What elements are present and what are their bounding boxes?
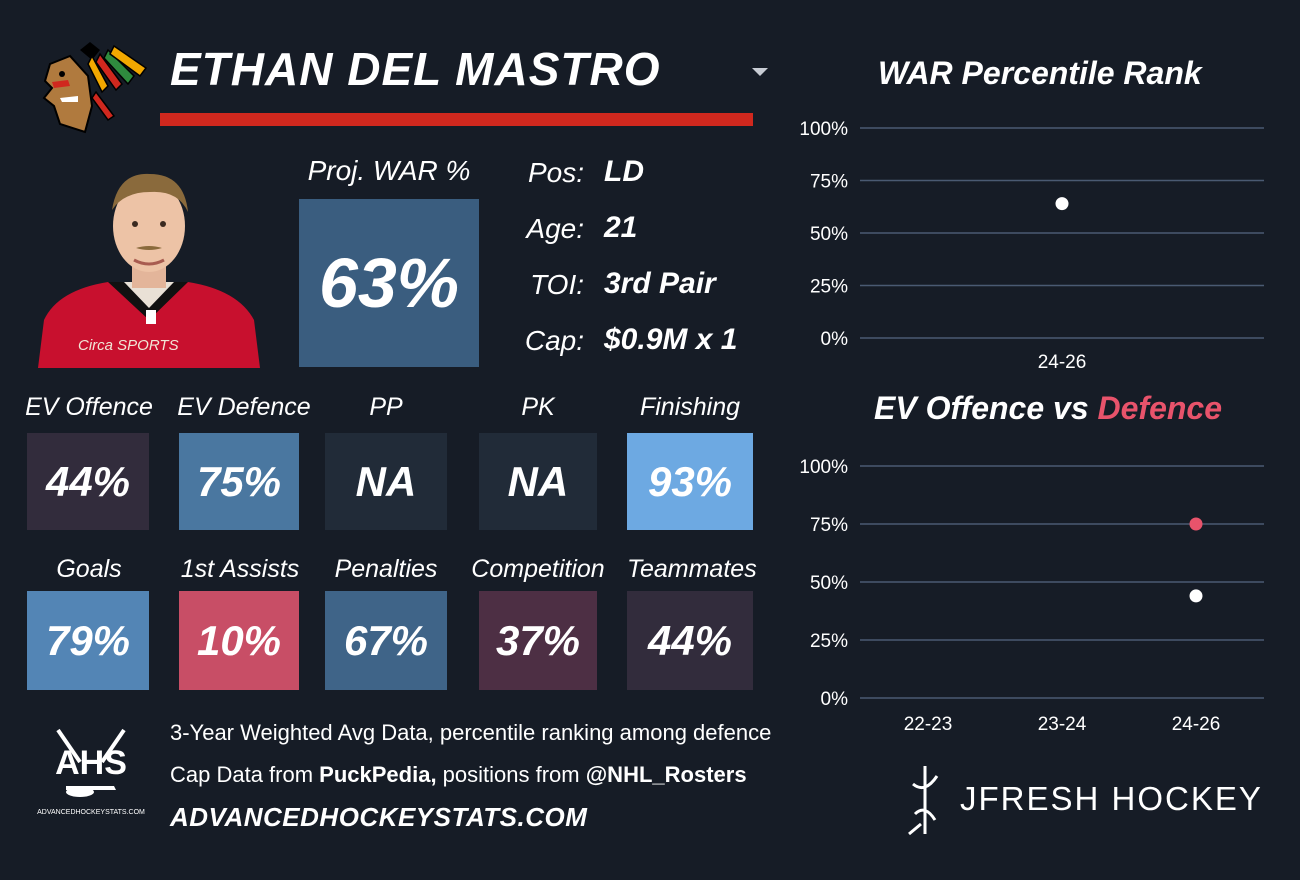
footer-puckpedia: PuckPedia, [319,762,437,787]
ahs-logo-text: AHS [55,744,127,782]
info-value-pos: LD [604,155,644,188]
tile-label-finishing: Finishing [639,393,741,421]
tile-label-ev-offence: EV Offence [25,393,153,421]
footer-sources-pre: Cap Data from [170,762,320,787]
proj-war-label: Proj. WAR % [307,155,471,186]
tile-label-1st-assists: 1st Assists [180,555,300,583]
data-point [1189,589,1203,603]
info-label-age: Age: [526,213,584,244]
tile-penalties: 67% [325,591,447,690]
ev-offence-defence-chart: 0% 25% 50% 75% 100% 22-23 23-24 24-26 [799,457,1264,735]
tile-finishing: 93% [627,433,753,530]
proj-war-value: 63% [299,199,479,367]
tile-label-penalties: Penalties [334,555,438,583]
y-tick-label: 75% [810,515,848,536]
y-tick-label: 100% [799,119,848,140]
tile-competition: 37% [479,591,597,690]
ahs-logo-icon: AHS ADVANCEDHOCKEYSTATS.COM [36,722,146,822]
tile-label-pp: PP [369,393,403,421]
tile-label-goals: Goals [56,555,122,583]
y-tick-label: 0% [821,329,849,350]
info-value-age: 21 [604,211,638,244]
tile-ev-defence: 75% [179,433,299,530]
info-value-toi: 3rd Pair [604,267,716,300]
y-tick-label: 25% [810,631,848,652]
x-tick-label: 22-23 [904,714,953,735]
info-label-pos: Pos: [527,157,584,188]
y-tick-label: 100% [799,457,848,478]
war-percentile-chart: 0% 25% 50% 75% 100% 24-26 [799,119,1264,373]
info-label-cap: Cap: [524,325,584,356]
info-label-toi: TOI: [530,269,584,300]
tile-teammates: 44% [627,591,753,690]
tile-label-competition: Competition [471,555,605,583]
jersey-sponsor: Circa SPORTS [78,337,179,354]
y-tick-label: 75% [810,172,848,193]
y-tick-label: 50% [810,573,848,594]
footer-nhl-rosters: @NHL_Rosters [585,762,747,787]
tile-ev-offence: 44% [27,433,149,530]
chart-title-ev-offence: EV Offence vs [874,390,1098,426]
footer-note-data: 3-Year Weighted Avg Data, percentile ran… [170,720,772,745]
chevron-down-icon[interactable] [748,62,772,82]
data-point [1055,197,1069,211]
y-tick-label: 0% [821,689,849,710]
data-point [1189,517,1203,531]
footer-sources-mid: positions from [436,762,586,787]
chart-title-ev: EV Offence vs Defence [874,390,1222,427]
x-tick-label: 24-26 [1172,714,1221,735]
y-tick-label: 25% [810,277,848,298]
jfresh-logo-icon [905,764,945,838]
footer-site: ADVANCEDHOCKEYSTATS.COM [170,802,588,832]
chart-title-ev-defence: Defence [1097,390,1223,426]
footer-note-sources: Cap Data from PuckPedia, positions from … [170,762,747,788]
player-name: ETHAN DEL MASTRO [170,43,661,95]
x-tick-label: 24-26 [1038,352,1087,373]
name-underline [160,113,753,126]
tile-pp: NA [325,433,447,530]
blackhawks-logo-icon [30,36,150,136]
tile-label-ev-defence: EV Defence [177,393,311,421]
chart-title-war: WAR Percentile Rank [878,55,1202,91]
y-tick-label: 50% [810,224,848,245]
tile-goals: 79% [27,591,149,690]
tile-label-pk: PK [521,393,555,421]
info-value-cap: $0.9M x 1 [604,323,738,356]
jfresh-brand: JFRESH HOCKEY [960,780,1263,817]
ahs-logo-small-text: ADVANCEDHOCKEYSTATS.COM [37,809,145,816]
x-tick-label: 23-24 [1038,714,1087,735]
player-headshot: Circa SPORTS [38,170,260,368]
tile-1st-assists: 10% [179,591,299,690]
tile-label-teammates: Teammates [627,555,757,583]
tile-pk: NA [479,433,597,530]
